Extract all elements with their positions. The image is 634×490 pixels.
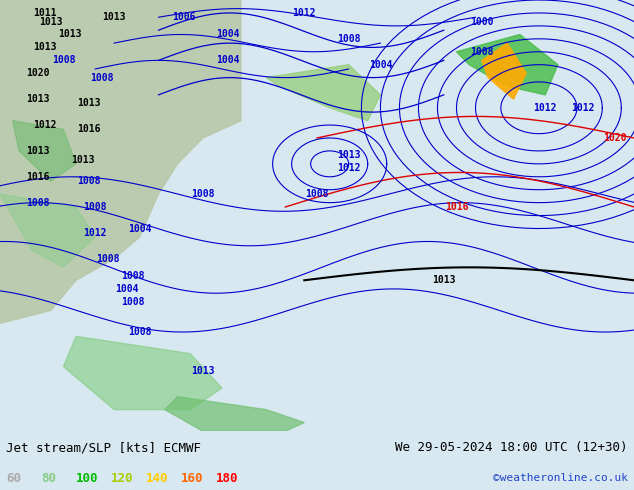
Text: 1006: 1006 [172, 12, 196, 22]
Polygon shape [165, 397, 304, 431]
Text: 80: 80 [41, 472, 56, 485]
Text: 1012: 1012 [83, 228, 107, 238]
Polygon shape [456, 34, 558, 95]
Text: 1008: 1008 [191, 189, 215, 199]
Polygon shape [482, 43, 526, 99]
Text: 1012: 1012 [571, 103, 595, 113]
Text: 1008: 1008 [77, 176, 101, 186]
Polygon shape [63, 336, 222, 410]
Text: 1004: 1004 [216, 55, 240, 65]
Text: 1008: 1008 [127, 327, 152, 337]
Text: 1013: 1013 [102, 12, 126, 22]
Text: 1013: 1013 [26, 94, 50, 104]
Text: 60: 60 [6, 472, 22, 485]
Polygon shape [266, 65, 380, 121]
Text: 1004: 1004 [115, 284, 139, 294]
Text: 1008: 1008 [89, 73, 113, 83]
Text: 1008: 1008 [470, 47, 494, 57]
Text: 1012: 1012 [337, 163, 361, 173]
Text: 1008: 1008 [51, 55, 75, 65]
Text: We 29-05-2024 18:00 UTC (12+30): We 29-05-2024 18:00 UTC (12+30) [395, 441, 628, 454]
Text: 1013: 1013 [58, 29, 82, 40]
Text: 1013: 1013 [26, 146, 50, 156]
Text: 1013: 1013 [77, 98, 101, 108]
Text: 1008: 1008 [305, 189, 329, 199]
Text: 1012: 1012 [533, 103, 557, 113]
Text: 1012: 1012 [32, 120, 56, 130]
Text: ©weatheronline.co.uk: ©weatheronline.co.uk [493, 473, 628, 483]
Text: 160: 160 [181, 472, 203, 485]
Text: 1016: 1016 [26, 172, 50, 182]
Text: 1020: 1020 [26, 68, 50, 78]
Text: 1008: 1008 [337, 34, 361, 44]
Text: 1016: 1016 [444, 202, 469, 212]
Text: Jet stream/SLP [kts] ECMWF: Jet stream/SLP [kts] ECMWF [6, 441, 202, 454]
Text: 180: 180 [216, 472, 238, 485]
Polygon shape [0, 194, 95, 268]
Text: 1008: 1008 [96, 254, 120, 264]
Text: 1020: 1020 [603, 133, 627, 143]
Text: 1011: 1011 [32, 8, 56, 18]
Text: 1013: 1013 [432, 275, 456, 285]
Text: 1008: 1008 [121, 271, 145, 281]
Text: 1013: 1013 [70, 154, 94, 165]
Text: 1008: 1008 [121, 297, 145, 307]
Polygon shape [13, 121, 76, 181]
Text: 1013: 1013 [39, 17, 63, 26]
Text: 1016: 1016 [77, 124, 101, 134]
Text: 1008: 1008 [83, 202, 107, 212]
Text: 1004: 1004 [127, 223, 152, 234]
Text: 1004: 1004 [368, 60, 392, 70]
Text: 1000: 1000 [470, 17, 494, 26]
Text: 1013: 1013 [337, 150, 361, 160]
Text: 120: 120 [111, 472, 133, 485]
Text: 1008: 1008 [26, 197, 50, 208]
Text: 1012: 1012 [292, 8, 316, 18]
Text: 100: 100 [76, 472, 98, 485]
Text: 1013: 1013 [32, 43, 56, 52]
Polygon shape [0, 0, 241, 323]
Text: 1013: 1013 [191, 366, 215, 376]
Text: 1004: 1004 [216, 29, 240, 40]
Text: 140: 140 [146, 472, 168, 485]
